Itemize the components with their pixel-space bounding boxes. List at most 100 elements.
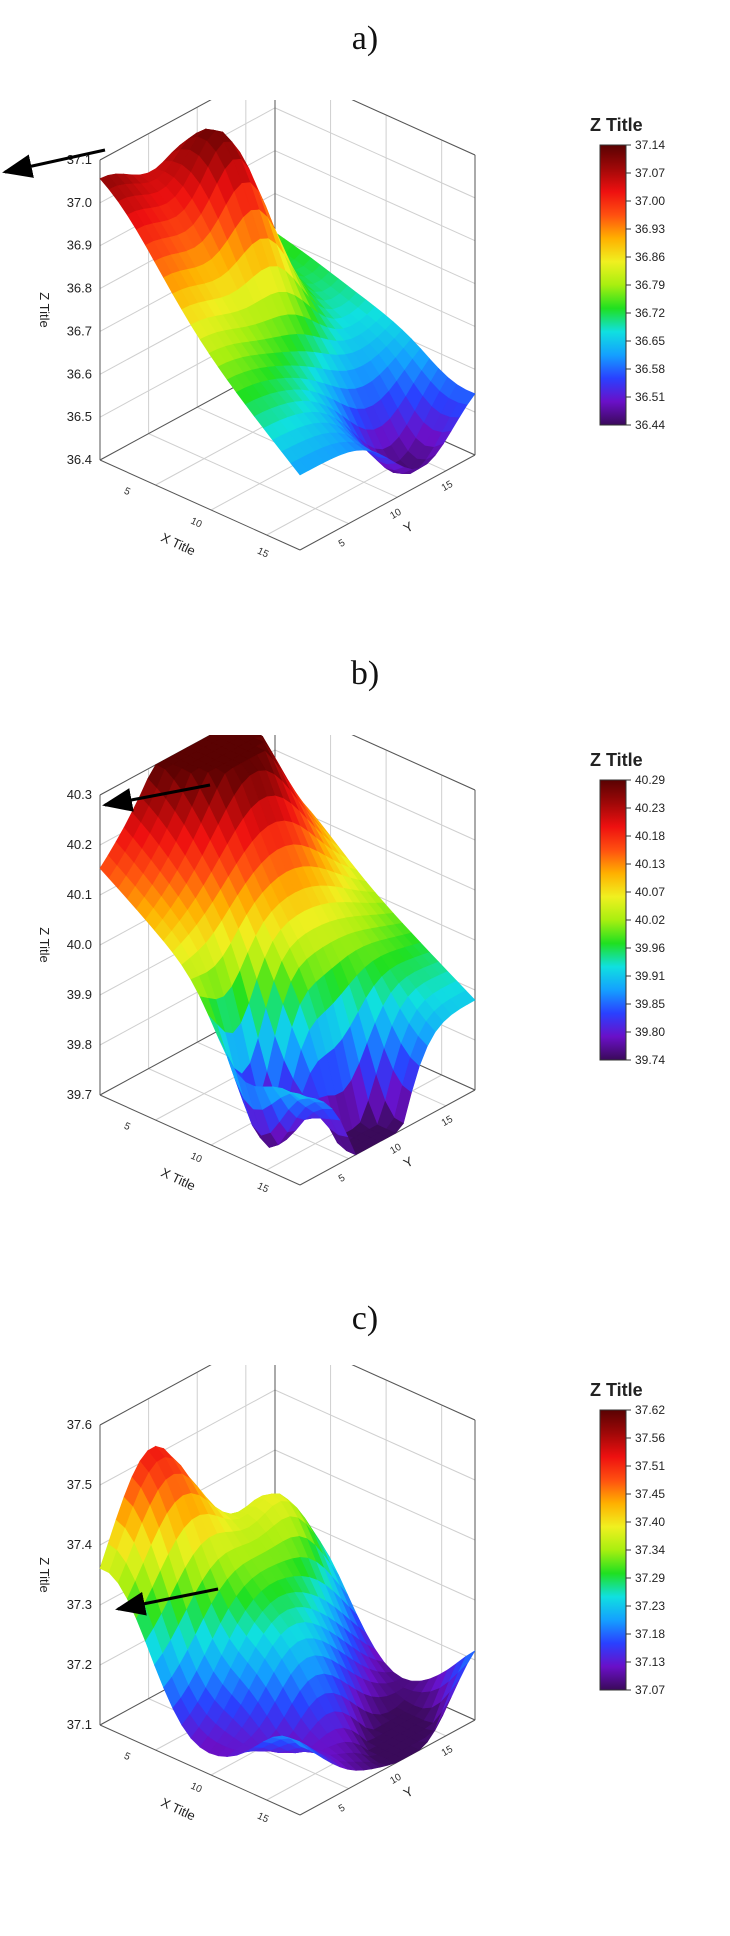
grid-line [351, 100, 476, 156]
y-axis-title: Y [401, 1783, 416, 1800]
colorbar-tick-label: 40.18 [635, 829, 665, 843]
colorbar-tick-label: 37.13 [635, 1655, 665, 1669]
axis-frame-line [99, 100, 212, 161]
x-tick-label: 5 [122, 1121, 132, 1134]
x-tick-label: 15 [255, 1811, 270, 1826]
axis-frame-line [351, 735, 476, 791]
colorbar-tick-label: 37.40 [635, 1515, 665, 1529]
colorbar-tick-label: 37.14 [635, 138, 665, 152]
colorbar-tick-label: 37.29 [635, 1571, 665, 1585]
colorbar-tick-label: 37.07 [635, 166, 665, 180]
colorbar-tick-label: 36.65 [635, 334, 665, 348]
colorbar-tick-label: 39.96 [635, 941, 665, 955]
axis-frame-line [299, 1719, 476, 1816]
colorbar-tick-label: 36.44 [635, 418, 665, 432]
z-tick-label: 37.3 [67, 1597, 92, 1612]
surface-chart-a: 37.1 37.0 36.9 36.8 36.7 36.6 36.5 36.4 Z Title 5… [0, 100, 730, 660]
colorbar-title: Z Title [590, 115, 643, 135]
z-axis-title: Z Title [37, 292, 52, 327]
z-axis-title: Z Title [37, 927, 52, 962]
panel-label-b: b) [350, 655, 380, 692]
z-axis-title: Z Title [37, 1557, 52, 1592]
z-tick-label: 36.7 [67, 323, 92, 338]
z-tick-label: 36.4 [67, 452, 92, 467]
surface-plot-svg: 37.137.036.936.836.736.636.536.4Z Title5… [2, 100, 665, 561]
z-tick-label: 39.9 [67, 987, 92, 1002]
axis-frame-line [99, 459, 301, 551]
colorbar-tick-label: 37.51 [635, 1459, 665, 1473]
surface-mesh [99, 735, 476, 1156]
y-tick-label: 10 [388, 1772, 404, 1787]
y-tick-label: 5 [337, 537, 348, 550]
panel-label-c: c) [351, 1300, 379, 1337]
surface-chart-c: 37.6 37.5 37.4 37.3 37.2 37.1 Z Title 5 10 15 X Ti… [0, 1365, 730, 1925]
axis-frame-line [351, 1365, 476, 1421]
axis-frame-line [99, 1094, 301, 1186]
x-axis-title: X Title [159, 1165, 198, 1194]
x-axis-title: X Title [159, 530, 198, 559]
x-tick-label: 5 [122, 486, 132, 499]
grid-line [274, 1389, 476, 1481]
colorbar-tick-label: 37.56 [635, 1431, 665, 1445]
x-tick-label: 10 [189, 516, 204, 531]
colorbar [599, 144, 627, 426]
z-tick-label: 36.6 [67, 366, 92, 381]
z-tick-label: 36.8 [67, 281, 92, 296]
grid-line [351, 1365, 476, 1421]
z-tick-label: 37.0 [67, 195, 92, 210]
surface-mesh [99, 128, 476, 476]
colorbar-tick-label: 39.85 [635, 997, 665, 1011]
colorbar-tick-label: 40.13 [635, 857, 665, 871]
colorbar-tick-label: 37.18 [635, 1627, 665, 1641]
colorbar-title: Z Title [590, 1380, 643, 1400]
z-tick-label: 40.2 [67, 837, 92, 852]
colorbar-tick-label: 37.23 [635, 1599, 665, 1613]
z-tick-label: 39.8 [67, 1037, 92, 1052]
surface-patch [290, 1738, 309, 1750]
x-tick-label: 15 [255, 1181, 270, 1196]
annotation-arrow [115, 1587, 219, 1616]
axis-frame-line [299, 454, 476, 551]
colorbar-tick-label: 36.72 [635, 306, 665, 320]
y-tick-label: 15 [440, 1114, 456, 1129]
axis-frame-line [351, 100, 476, 156]
surface-chart-b: 40.3 40.2 40.1 40.0 39.9 39.8 39.7 Z Title 5 10 15… [0, 735, 730, 1295]
y-tick-label: 15 [440, 1744, 456, 1759]
colorbar-tick-label: 39.80 [635, 1025, 665, 1039]
z-tick-label: 37.5 [67, 1477, 92, 1492]
z-tick-label: 36.9 [67, 238, 92, 253]
colorbar-tick-label: 36.86 [635, 250, 665, 264]
z-tick-label: 36.5 [67, 409, 92, 424]
colorbar-tick-label: 37.62 [635, 1403, 665, 1417]
y-tick-label: 15 [440, 479, 456, 494]
colorbar-tick-label: 40.23 [635, 801, 665, 815]
y-axis-title: Y [401, 518, 416, 535]
y-tick-label: 10 [388, 507, 404, 522]
z-tick-label: 40.3 [67, 787, 92, 802]
x-tick-label: 10 [189, 1781, 204, 1796]
grid-line [351, 735, 476, 791]
colorbar-tick-label: 40.07 [635, 885, 665, 899]
grid-line [99, 1389, 276, 1486]
grid-line [274, 107, 476, 199]
y-axis-title: Y [401, 1153, 416, 1170]
z-tick-label: 39.7 [67, 1087, 92, 1102]
colorbar-tick-label: 36.79 [635, 278, 665, 292]
surface-plot-svg: 37.6 37.5 37.4 37.3 37.2 37.1 Z Title 5 10 15 X Ti… [37, 1365, 665, 1826]
z-tick-label: 40.1 [67, 887, 92, 902]
annotation-arrow [2, 148, 106, 178]
colorbar-tick-label: 37.07 [635, 1683, 665, 1697]
colorbar-tick-label: 36.93 [635, 222, 665, 236]
annotation-arrow [102, 783, 211, 812]
x-axis-title: X Title [159, 1795, 198, 1824]
x-tick-label: 15 [255, 546, 270, 561]
y-tick-label: 5 [337, 1172, 348, 1185]
z-tick-label: 37.1 [67, 1717, 92, 1732]
axis-frame-line [99, 1724, 301, 1816]
colorbar-tick-label: 40.29 [635, 773, 665, 787]
colorbar-tick-label: 36.51 [635, 390, 665, 404]
colorbar-tick-label: 37.45 [635, 1487, 665, 1501]
colorbar-title: Z Title [590, 750, 643, 770]
z-tick-label: 37.6 [67, 1417, 92, 1432]
colorbar [599, 779, 627, 1061]
